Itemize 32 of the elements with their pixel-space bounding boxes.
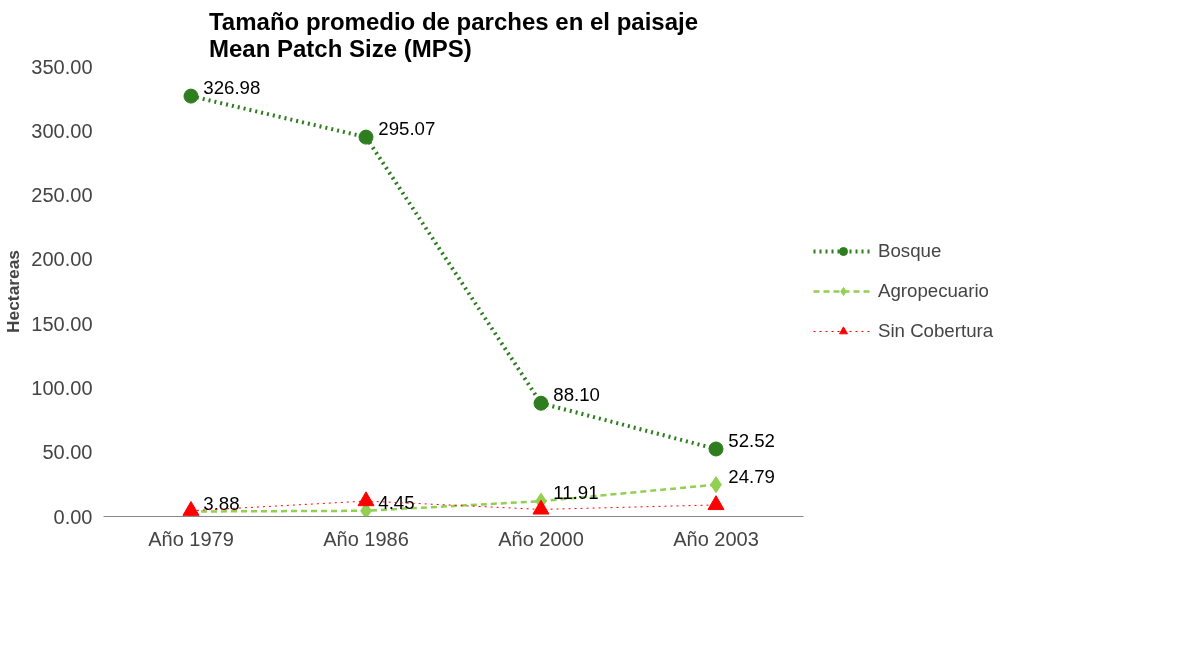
y-tick-label: 350.00 <box>31 55 93 78</box>
point <box>183 88 199 104</box>
point <box>708 441 724 457</box>
point <box>707 495 725 511</box>
data-label: 4.45 <box>378 491 415 513</box>
x-tick-label: Año 1979 <box>148 527 234 550</box>
data-label: 24.79 <box>728 465 775 487</box>
point <box>533 395 549 411</box>
chart-title: Tamaño promedio de parches en el paisaje Mean Patch Size (MPS) <box>208 7 699 62</box>
x-tick-label: Año 2003 <box>673 527 759 550</box>
x-tick-label: Año 2000 <box>498 527 584 550</box>
y-tick-label: 50.00 <box>42 441 93 464</box>
legend-label: Sin Cobertura <box>878 320 994 342</box>
legend-label: Bosque <box>878 240 942 262</box>
point <box>358 129 374 145</box>
y-tick-label: 300.00 <box>31 119 93 142</box>
y-axis-title: Hectareas <box>3 250 24 333</box>
y-tick-label: 250.00 <box>31 184 93 207</box>
data-label: 11.91 <box>553 482 599 504</box>
point <box>532 499 550 515</box>
data-label: 52.52 <box>728 429 775 451</box>
y-tick-label: 150.00 <box>31 312 93 335</box>
x-tick-label: Año 1986 <box>323 527 409 550</box>
data-label: 326.98 <box>203 77 261 99</box>
y-tick-label: 200.00 <box>31 248 93 271</box>
y-tick-label: 100.00 <box>31 376 93 399</box>
data-label: 295.07 <box>378 118 436 140</box>
data-label: 88.10 <box>553 384 600 406</box>
data-label: 3.88 <box>203 492 240 514</box>
legend-label: Agropecuario <box>878 280 989 302</box>
y-tick-label: 0.00 <box>53 505 93 528</box>
point <box>357 491 375 507</box>
